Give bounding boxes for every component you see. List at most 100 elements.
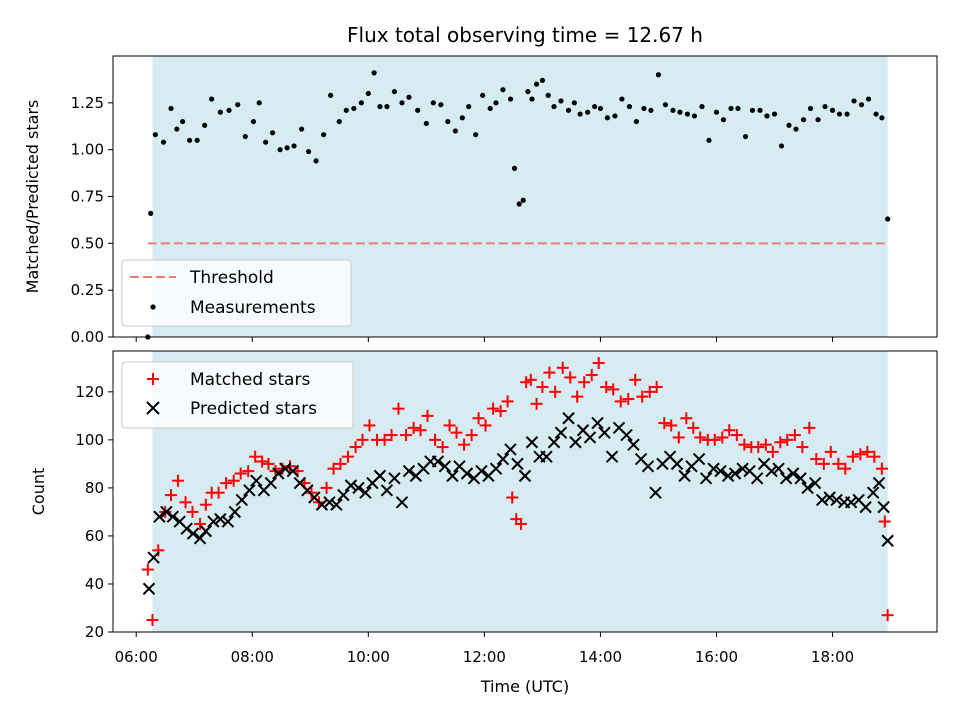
- measurement-point: [168, 105, 174, 112]
- measurement-point: [534, 81, 540, 87]
- matched-star-point: [349, 441, 362, 454]
- matched-star-point: [643, 385, 656, 398]
- predicted-star-point: [872, 476, 886, 490]
- measurement-point: [459, 115, 465, 121]
- matched-star-point: [234, 467, 247, 480]
- predicted-star-stroke-b: [475, 464, 488, 478]
- matched-star-point: [392, 402, 405, 415]
- predicted-star-stroke-b: [286, 464, 300, 478]
- matched-star-point: [622, 393, 635, 406]
- predicted-star-point: [801, 481, 814, 495]
- matched-star-point: [186, 505, 199, 518]
- matched-star-point: [665, 419, 678, 432]
- measurement-point: [807, 105, 814, 112]
- measurement-point: [391, 88, 398, 95]
- top-ytick-label: 0.75: [71, 188, 104, 206]
- predicted-star-stroke-b: [815, 493, 829, 507]
- predicted-star-point: [728, 467, 742, 480]
- measurement-point: [633, 118, 640, 125]
- bottom-xlabel: Time (UTC): [480, 677, 569, 696]
- predicted-star-stroke-b: [823, 491, 836, 504]
- matched-star-point: [878, 515, 891, 528]
- predicted-star-point: [475, 464, 488, 478]
- predicted-star-stroke-b: [786, 467, 800, 480]
- measurement-point: [844, 111, 850, 117]
- predicted-star-stroke-b: [272, 467, 285, 480]
- predicted-star-point: [881, 534, 894, 547]
- matched-star-point: [501, 395, 514, 408]
- measurement-point: [377, 103, 383, 110]
- predicted-star-point: [786, 467, 800, 480]
- predicted-star-point: [250, 474, 263, 487]
- measurement-point: [648, 107, 654, 113]
- predicted-star-stroke-b: [583, 431, 597, 444]
- matched-star-point: [450, 426, 463, 439]
- predicted-star-stroke-b: [707, 462, 720, 475]
- measurement-point: [298, 126, 305, 132]
- matched-star-point: [334, 457, 347, 470]
- matched-star-point: [530, 397, 543, 410]
- predicted-star-stroke-b: [352, 481, 365, 495]
- measurement-point: [742, 133, 749, 140]
- top-ytick-label: 0.50: [71, 234, 104, 252]
- predicted-star-point: [605, 450, 619, 463]
- measurement-point: [336, 118, 342, 125]
- predicted-star-point: [402, 464, 416, 478]
- predicted-star-point: [641, 460, 655, 473]
- matched-star-point: [600, 381, 613, 394]
- measurement-point: [284, 145, 290, 151]
- measurement-point: [305, 148, 312, 155]
- measurement-point: [800, 117, 807, 123]
- predicted-star-stroke-b: [728, 467, 742, 480]
- measurement-point: [493, 100, 499, 106]
- predicted-star-stroke-b: [859, 500, 872, 514]
- matched-star-point: [694, 431, 707, 444]
- top-legend: Threshold Measurements: [121, 259, 352, 327]
- predicted-star-point: [736, 462, 749, 475]
- matched-star-point: [227, 474, 240, 487]
- matched-star-point: [242, 465, 255, 478]
- predicted-star-point: [815, 493, 829, 507]
- predicted-star-stroke-b: [721, 469, 735, 483]
- matched-star-point: [803, 421, 816, 434]
- predicted-star-point: [504, 443, 517, 456]
- measurement-point: [720, 117, 727, 123]
- predicted-star-stroke-b: [598, 426, 611, 439]
- measurement-point: [256, 100, 262, 106]
- predicted-star-stroke-b: [264, 476, 278, 490]
- bottom-ylabel: Count: [29, 468, 48, 516]
- measurement-point: [480, 92, 486, 98]
- measurement-point: [466, 103, 472, 110]
- predicted-star-point: [438, 460, 452, 473]
- measurement-point: [202, 122, 208, 128]
- predicted-star-stroke-b: [395, 496, 409, 509]
- matched-star-point: [650, 381, 663, 394]
- matched-star-point: [429, 433, 442, 446]
- bottom-xtick-label: 18:00: [811, 648, 854, 666]
- measurement-point: [749, 107, 756, 113]
- measurement-point: [148, 210, 154, 216]
- predicted-star-point: [286, 464, 300, 478]
- matched-star-point: [839, 462, 852, 475]
- predicted-star-stroke-b: [852, 493, 865, 507]
- bottom-xtick-label: 16:00: [695, 648, 738, 666]
- measurement-point: [277, 147, 283, 153]
- matched-star-point: [465, 429, 478, 442]
- bottom-frame: [112, 350, 938, 633]
- measurement-point: [384, 103, 390, 110]
- matched-star-point: [781, 433, 794, 446]
- predicted-star-point: [569, 436, 582, 449]
- bottom-panel: 20 40 60 80 100 120 06:00 08:00 10:00 12:00 14:00 1…: [29, 350, 938, 696]
- predicted-star-point: [235, 493, 249, 507]
- predicted-star-stroke-b: [221, 515, 235, 528]
- measurement-point: [539, 77, 546, 83]
- matched-star-point: [543, 366, 556, 379]
- bottom-xtick-label: 10:00: [347, 648, 390, 666]
- legend-measurements-swatch: [150, 304, 156, 310]
- predicted-star-stroke-b: [663, 450, 677, 463]
- matched-star-point: [636, 390, 649, 403]
- predicted-star-stroke-b: [173, 515, 186, 528]
- predicted-star-point: [359, 486, 372, 499]
- measurement-point: [445, 118, 451, 125]
